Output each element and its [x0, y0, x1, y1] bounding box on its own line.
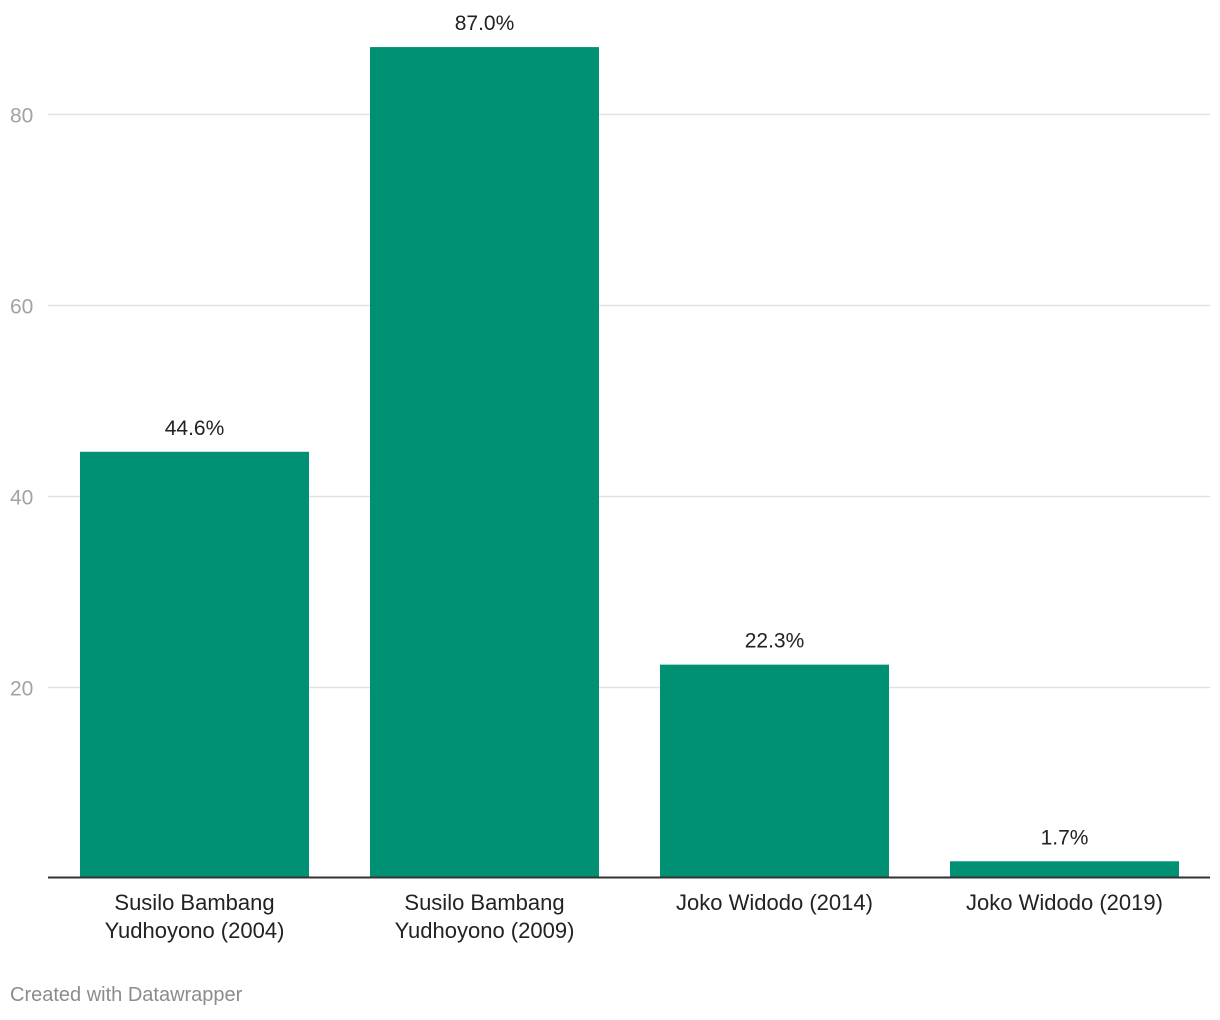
- value-label-2: 22.3%: [745, 630, 805, 653]
- bars: [80, 47, 1179, 878]
- y-tick-label-60: 60: [10, 296, 33, 319]
- datawrapper-credit: Created with Datawrapper: [10, 984, 243, 1006]
- category-label-1-line-0: Susilo Bambang: [404, 890, 564, 915]
- bar-1: [370, 47, 599, 878]
- value-label-1: 87.0%: [455, 12, 515, 35]
- value-labels: 44.6% 87.0% 22.3% 1.7%: [165, 12, 1089, 849]
- category-label-2-line-0: Joko Widodo (2014): [676, 890, 873, 915]
- category-labels: Susilo Bambang Yudhoyono (2004)Susilo Bam…: [105, 890, 1163, 943]
- bar-3: [950, 861, 1179, 878]
- category-label-0-line-0: Susilo Bambang: [114, 890, 274, 915]
- category-label-3-line-0: Joko Widodo (2019): [966, 890, 1163, 915]
- category-label-1-line-1: Yudhoyono (2009): [395, 918, 575, 943]
- category-label-0-line-1: Yudhoyono (2004): [105, 918, 285, 943]
- bar-0: [80, 451, 309, 878]
- category-label-0: Susilo Bambang Yudhoyono (2004): [105, 890, 285, 943]
- y-axis-tick-labels: 20 40 60 80: [10, 105, 33, 701]
- y-tick-label-40: 40: [10, 487, 33, 510]
- category-label-3: Joko Widodo (2019): [966, 890, 1163, 915]
- value-label-0: 44.6%: [165, 417, 225, 440]
- y-tick-label-20: 20: [10, 678, 33, 701]
- value-label-3: 1.7%: [1041, 826, 1089, 849]
- y-tick-label-80: 80: [10, 105, 33, 128]
- category-label-2: Joko Widodo (2014): [676, 890, 873, 915]
- category-label-1: Susilo Bambang Yudhoyono (2009): [395, 890, 575, 943]
- bar-2: [660, 664, 889, 878]
